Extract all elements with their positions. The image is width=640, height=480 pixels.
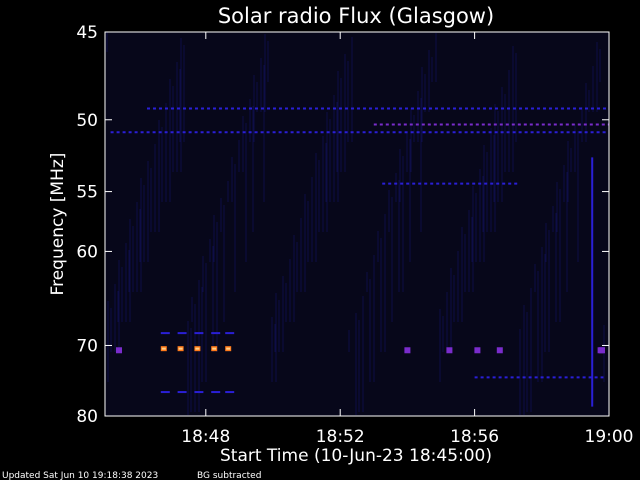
burst-core-5-3 [212,347,217,350]
y-axis-label: Frequency [MHz] [48,153,68,296]
emission-burst-6-6 [599,347,605,354]
y-tick-label: 50 [76,111,98,131]
emission-burst-8-0 [160,391,170,394]
bg-subtracted-note: BG subtracted [197,471,261,480]
spectrogram-features [106,32,609,415]
updated-timestamp: Updated Sat Jun 10 19:18:38 2023 [2,471,158,480]
burst-core-5-1 [178,347,183,350]
x-tick-label: 18:48 [181,427,230,447]
emission-burst-7-3 [211,332,221,335]
y-tick-60: 60 [76,242,609,262]
burst-core-5-0 [161,347,166,350]
emission-burst-6-2 [446,347,453,354]
burst-core-5-2 [195,347,200,350]
emission-burst-6-0 [116,347,122,354]
y-tick-80: 80 [76,407,609,427]
emission-burst-6-3 [474,347,481,354]
emission-burst-6-4 [496,347,503,354]
emission-burst-7-1 [177,332,187,335]
y-tick-label: 80 [76,407,98,427]
x-tick-label: 19:00 [585,427,634,447]
y-tick-label: 70 [76,336,98,356]
y-tick-70: 70 [76,336,609,356]
emission-burst-8-4 [225,391,235,394]
x-tick-19-00: 19:00 [585,32,634,447]
emission-burst-7-4 [225,332,235,335]
y-tick-45: 45 [76,23,609,43]
y-tick-label: 45 [76,23,98,43]
x-tick-label: 18:56 [450,427,499,447]
chart-title: Solar radio Flux (Glasgow) [218,4,494,28]
emission-burst-6-1 [404,347,411,354]
x-axis-label: Start Time (10-Jun-23 18:45:00) [220,446,492,466]
y-axis: 45 50 55 60 70 80 [76,23,609,427]
x-tick-18-48: 18:48 [181,32,230,447]
burst-core-5-4 [226,347,231,350]
emission-burst-8-3 [211,391,221,394]
y-tick-50: 50 [76,111,609,131]
y-tick-label: 55 [76,183,98,203]
x-tick-18-52: 18:52 [316,32,365,447]
plot-frame [104,31,610,417]
plot-area [105,32,609,416]
x-tick-18-56: 18:56 [450,32,499,447]
emission-burst-7-0 [160,332,170,335]
emission-burst-8-2 [194,391,204,394]
emission-burst-7-2 [194,332,204,335]
x-axis: 18:48 18:52 18:56 19:00 [181,32,634,447]
y-tick-55: 55 [76,183,609,203]
y-tick-label: 60 [76,242,98,262]
emission-burst-8-1 [177,391,187,394]
x-tick-label: 18:52 [316,427,365,447]
